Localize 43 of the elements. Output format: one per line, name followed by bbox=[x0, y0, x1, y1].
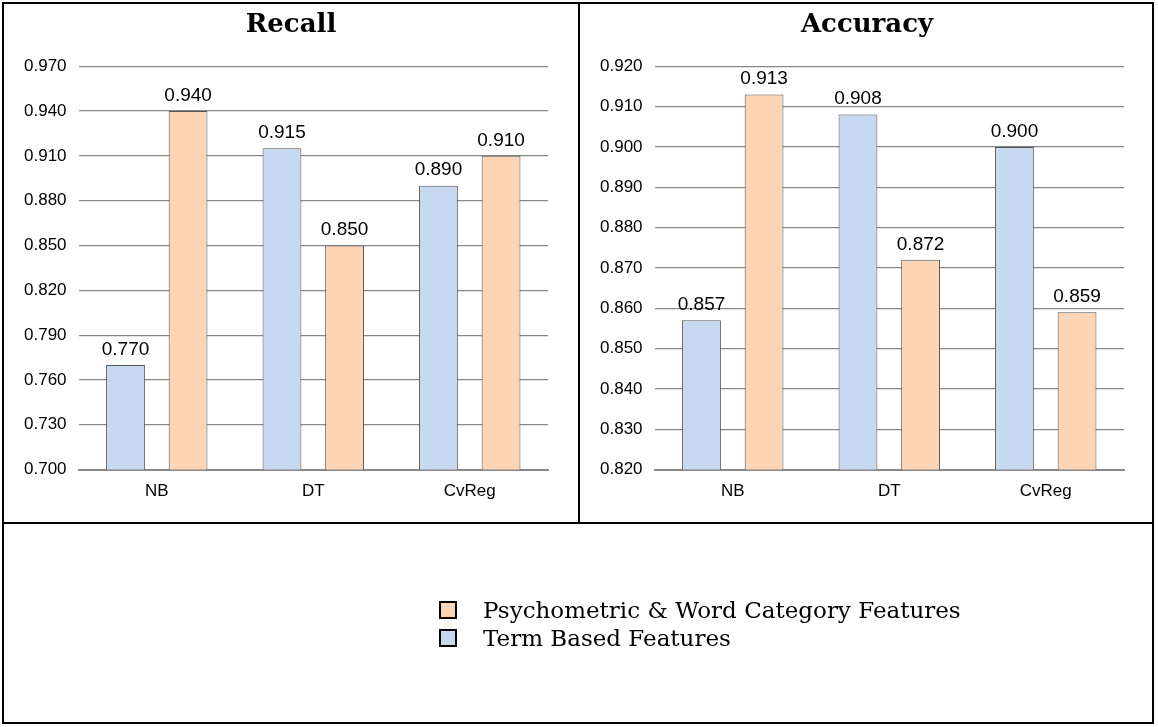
y-tick-label: 0.850 bbox=[599, 338, 643, 358]
data-label: 0.910 bbox=[477, 128, 525, 150]
data-label: 0.908 bbox=[834, 87, 882, 109]
legend-label: Term Based Features bbox=[483, 625, 731, 651]
y-tick-label: 0.790 bbox=[23, 324, 67, 344]
y-tick-label: 0.920 bbox=[599, 55, 643, 75]
y-tick-label: 0.850 bbox=[23, 235, 67, 255]
y-tick-label: 0.910 bbox=[599, 96, 643, 116]
y-tick-label: 0.880 bbox=[23, 190, 67, 210]
legend-label: Psychometric & Word Category Features bbox=[483, 597, 961, 623]
x-tick-label: DT bbox=[877, 481, 901, 501]
y-tick-label: 0.880 bbox=[599, 217, 643, 237]
y-tick-label: 0.820 bbox=[599, 459, 643, 479]
x-tick-label: NB bbox=[144, 481, 169, 501]
y-tick-label: 0.700 bbox=[23, 459, 67, 479]
y-tick-label: 0.730 bbox=[23, 414, 67, 434]
y-tick-label: 0.940 bbox=[23, 100, 67, 120]
data-label: 0.859 bbox=[1053, 285, 1101, 307]
y-tick-label: 0.870 bbox=[599, 257, 643, 277]
y-tick-label: 0.760 bbox=[23, 369, 67, 389]
y-tick-label: 0.970 bbox=[23, 55, 67, 75]
y-tick-label: 0.890 bbox=[599, 176, 643, 196]
y-tick-label: 0.860 bbox=[599, 297, 643, 317]
data-label: 0.913 bbox=[740, 67, 788, 89]
data-label: 0.770 bbox=[101, 337, 150, 359]
x-tick-label: CvReg bbox=[443, 481, 496, 501]
y-tick-label: 0.910 bbox=[23, 145, 67, 165]
data-label: 0.915 bbox=[258, 121, 306, 143]
chart-title: Accuracy bbox=[799, 7, 935, 40]
data-label: 0.850 bbox=[320, 218, 369, 240]
data-label: 0.857 bbox=[677, 293, 726, 315]
y-tick-label: 0.830 bbox=[599, 418, 643, 438]
chart-title: Recall bbox=[244, 7, 338, 40]
x-tick-label: CvReg bbox=[1019, 481, 1072, 501]
data-label: 0.890 bbox=[414, 158, 463, 180]
data-label: 0.872 bbox=[896, 232, 945, 254]
y-tick-label: 0.900 bbox=[599, 136, 643, 156]
y-tick-label: 0.820 bbox=[23, 280, 67, 299]
x-tick-label: DT bbox=[301, 481, 325, 501]
data-label: 0.940 bbox=[164, 83, 212, 105]
x-tick-label: NB bbox=[720, 481, 745, 501]
data-label: 0.900 bbox=[990, 119, 1039, 141]
y-tick-label: 0.840 bbox=[599, 378, 643, 398]
